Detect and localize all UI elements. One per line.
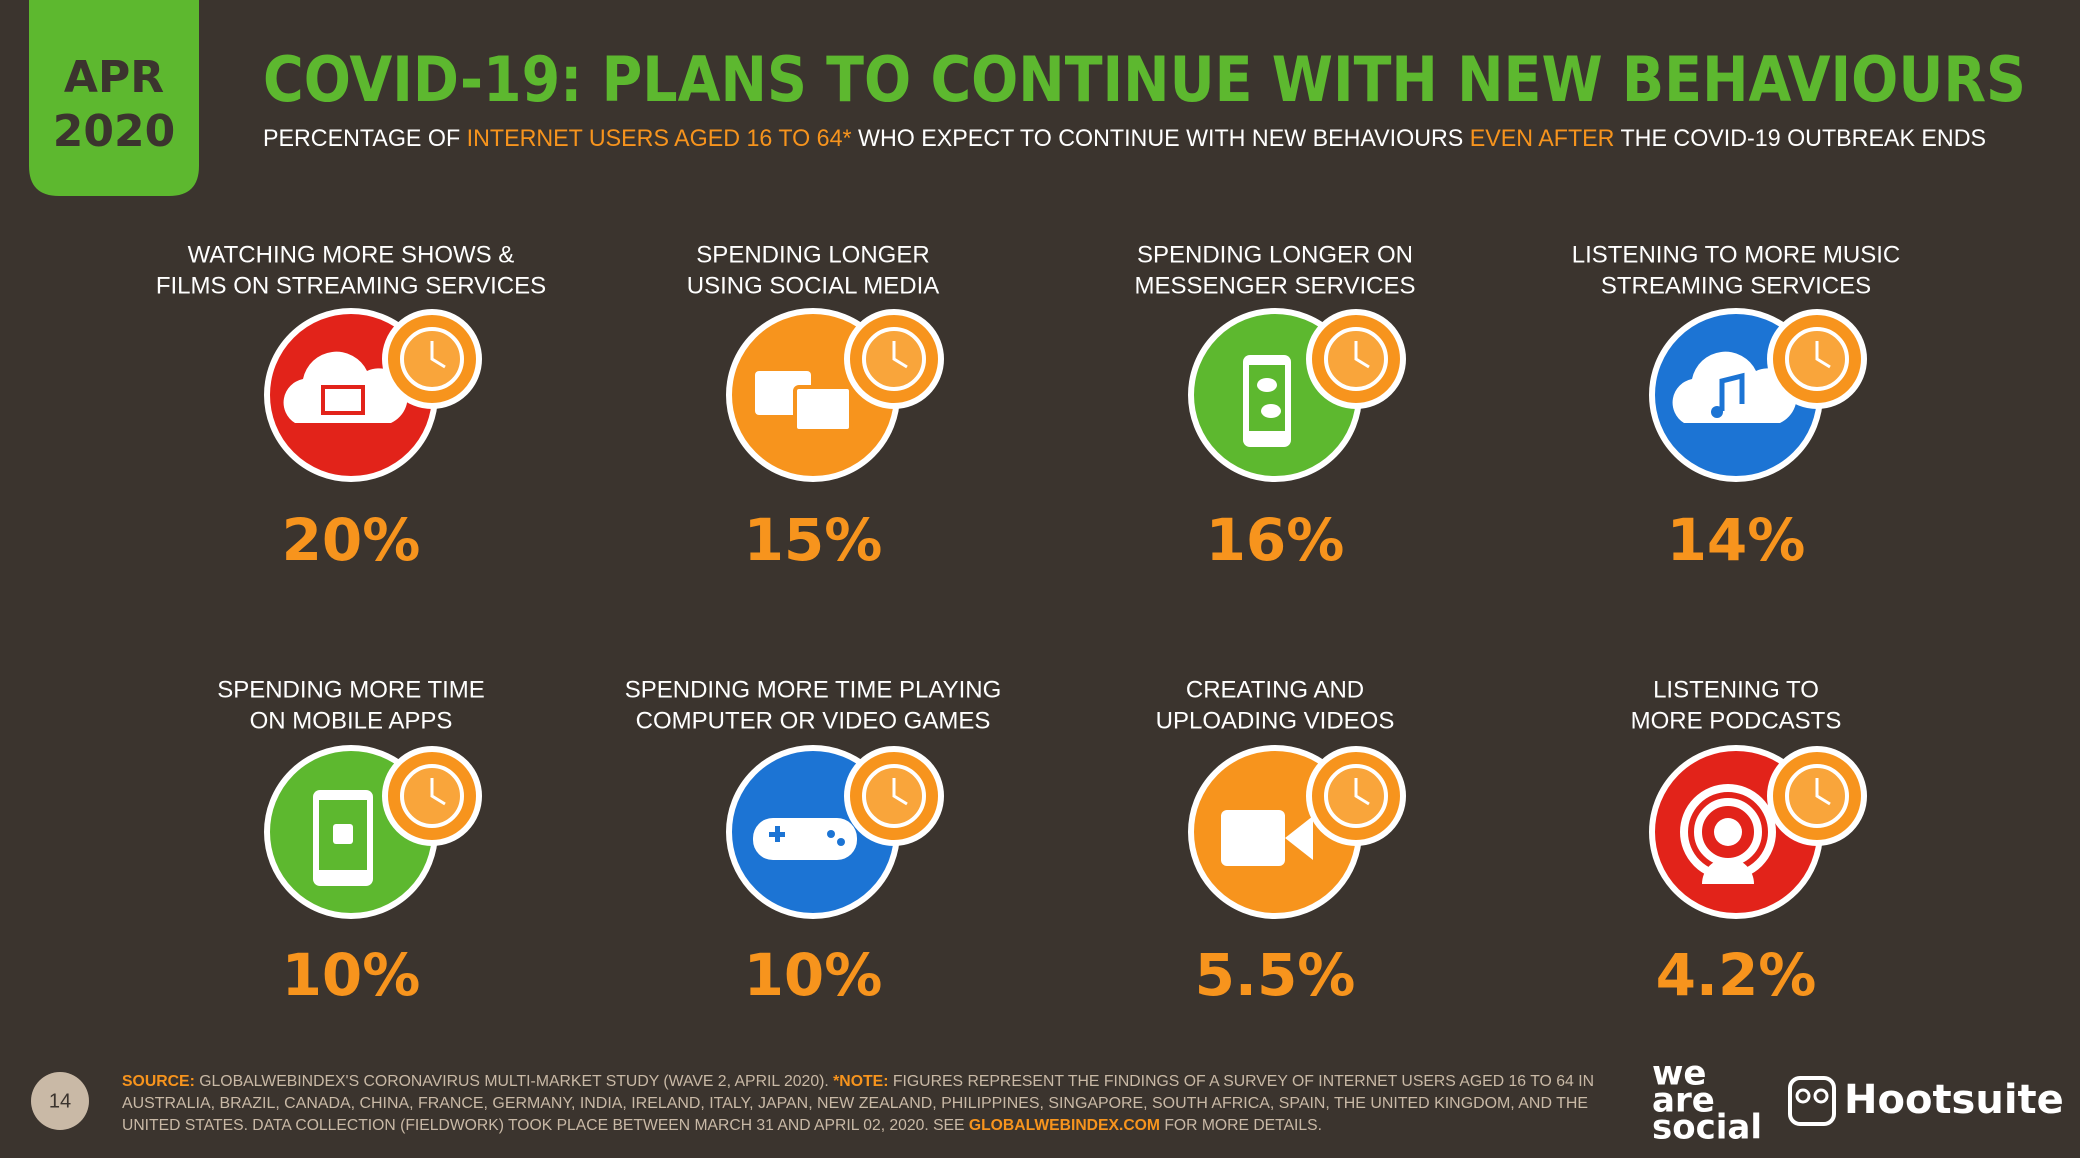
date-tab [29,0,199,196]
item-label: UPLOADING VIDEOS [1156,707,1395,734]
date-year: 2020 [53,106,175,157]
source-text: AUSTRALIA, BRAZIL, CANADA, CHINA, FRANCE… [122,1095,1588,1112]
item-label: SPENDING MORE TIME [217,676,485,703]
icon [837,838,845,846]
item-label: STREAMING SERVICES [1601,272,1871,299]
title: COVID-19: PLANS TO CONTINUE WITH NEW BEH… [263,43,2026,116]
item-label: LISTENING TO MORE MUSIC [1572,241,1901,268]
item: CREATING AND UPLOADING VIDEOS 5.5% [1156,676,1406,1009]
item-label: MORE PODCASTS [1631,707,1842,734]
item: SPENDING LONGER USING SOCIAL MEDIA 15% [687,241,944,574]
icon [1672,351,1797,423]
item-label: SPENDING LONGER ON [1137,241,1413,268]
item-label: LISTENING TO [1653,676,1819,703]
item: SPENDING MORE TIME ON MOBILE APPS 10% [217,676,485,1009]
item-label: SPENDING LONGER [696,241,929,268]
item-label: USING SOCIAL MEDIA [687,272,940,299]
subtitle-part: THE COVID-19 OUTBREAK ENDS [1614,125,1986,152]
icon [1719,372,1745,411]
subtitle-part: PERCENTAGE OF [263,125,467,152]
item: LISTENING TO MORE MUSIC STREAMING SERVICE… [1572,241,1901,574]
source-note: SOURCE: GLOBALWEBINDEX'S CORONAVIRUS MUL… [122,1073,1594,1134]
logo-are: are [1652,1081,1715,1121]
icon [827,830,835,838]
item-label: MESSENGER SERVICES [1135,272,1416,299]
item: WATCHING MORE SHOWS & FILMS ON STREAMING … [156,241,546,574]
clock-hands [892,778,908,806]
logo-hootsuite: Hootsuite [1844,1077,2064,1123]
icon [325,389,361,411]
subtitle-part: WHO EXPECT TO CONTINUE WITH NEW BEHAVIOU… [852,125,1470,152]
logo-we: we [1652,1054,1706,1094]
logo-social: social [1652,1108,1762,1148]
item: SPENDING LONGER ON MESSENGER SERVICES 16% [1135,241,1416,574]
source-text: UNITED STATES. DATA COLLECTION (FIELDWOR… [122,1117,969,1134]
source-highlight: SOURCE: [122,1073,195,1090]
clock-hands [1354,341,1370,369]
subtitle: PERCENTAGE OF INTERNET USERS AGED 16 TO … [263,125,1986,152]
item: LISTENING TO MORE PODCASTS 4.2% [1631,676,1867,1009]
clock-hands [892,341,908,369]
icon [1714,818,1742,846]
source-highlight: GLOBALWEBINDEX.COM [969,1117,1160,1134]
page-number: 14 [49,1090,71,1112]
source-highlight: *NOTE: [833,1073,888,1090]
item-value: 10% [282,941,421,1009]
page-badge [31,1072,89,1130]
clock-hands [1815,778,1831,806]
clock-hands [1815,341,1831,369]
icon [1221,810,1285,866]
icon [793,385,853,433]
icon [1257,378,1277,392]
item-value: 15% [744,506,883,574]
item-label: SPENDING MORE TIME PLAYING [625,676,1002,703]
source-line: SOURCE: GLOBALWEBINDEX'S CORONAVIRUS MUL… [122,1073,1594,1090]
icon [1285,816,1313,860]
clock-hands [430,341,446,369]
item-label: ON MOBILE APPS [250,707,453,734]
subtitle-highlight: EVEN AFTER [1470,125,1615,152]
date-month: APR [64,52,164,103]
source-text: FOR MORE DETAILS. [1160,1117,1322,1134]
item-label: COMPUTER OR VIDEO GAMES [636,707,991,734]
item-value: 4.2% [1656,941,1817,1009]
source-text: GLOBALWEBINDEX'S CORONAVIRUS MULTI-MARKE… [195,1073,833,1090]
icon [333,824,353,844]
icon [1702,858,1754,884]
clock-hands [1354,778,1370,806]
source-line: AUSTRALIA, BRAZIL, CANADA, CHINA, FRANCE… [122,1095,1588,1112]
item-value: 20% [282,506,421,574]
hootsuite-owl [1788,1076,1836,1126]
icon [1261,404,1281,418]
source-line: UNITED STATES. DATA COLLECTION (FIELDWOR… [122,1117,1322,1134]
item-value: 14% [1667,506,1806,574]
icon [1249,365,1285,431]
item-label: FILMS ON STREAMING SERVICES [156,272,546,299]
items: WATCHING MORE SHOWS & FILMS ON STREAMING … [156,241,1900,1009]
item-label: CREATING AND [1186,676,1364,703]
item-value: 10% [744,941,883,1009]
item-value: 5.5% [1195,941,1356,1009]
icon [775,826,780,842]
clock-hands [430,778,446,806]
source-text: FIGURES REPRESENT THE FINDINGS OF A SURV… [888,1073,1594,1090]
item: SPENDING MORE TIME PLAYING COMPUTER OR VI… [625,676,1002,1009]
icon [1711,406,1723,418]
subtitle-highlight: INTERNET USERS AGED 16 TO 64* [467,125,852,152]
item-label: WATCHING MORE SHOWS & [188,241,515,268]
item-value: 16% [1206,506,1345,574]
